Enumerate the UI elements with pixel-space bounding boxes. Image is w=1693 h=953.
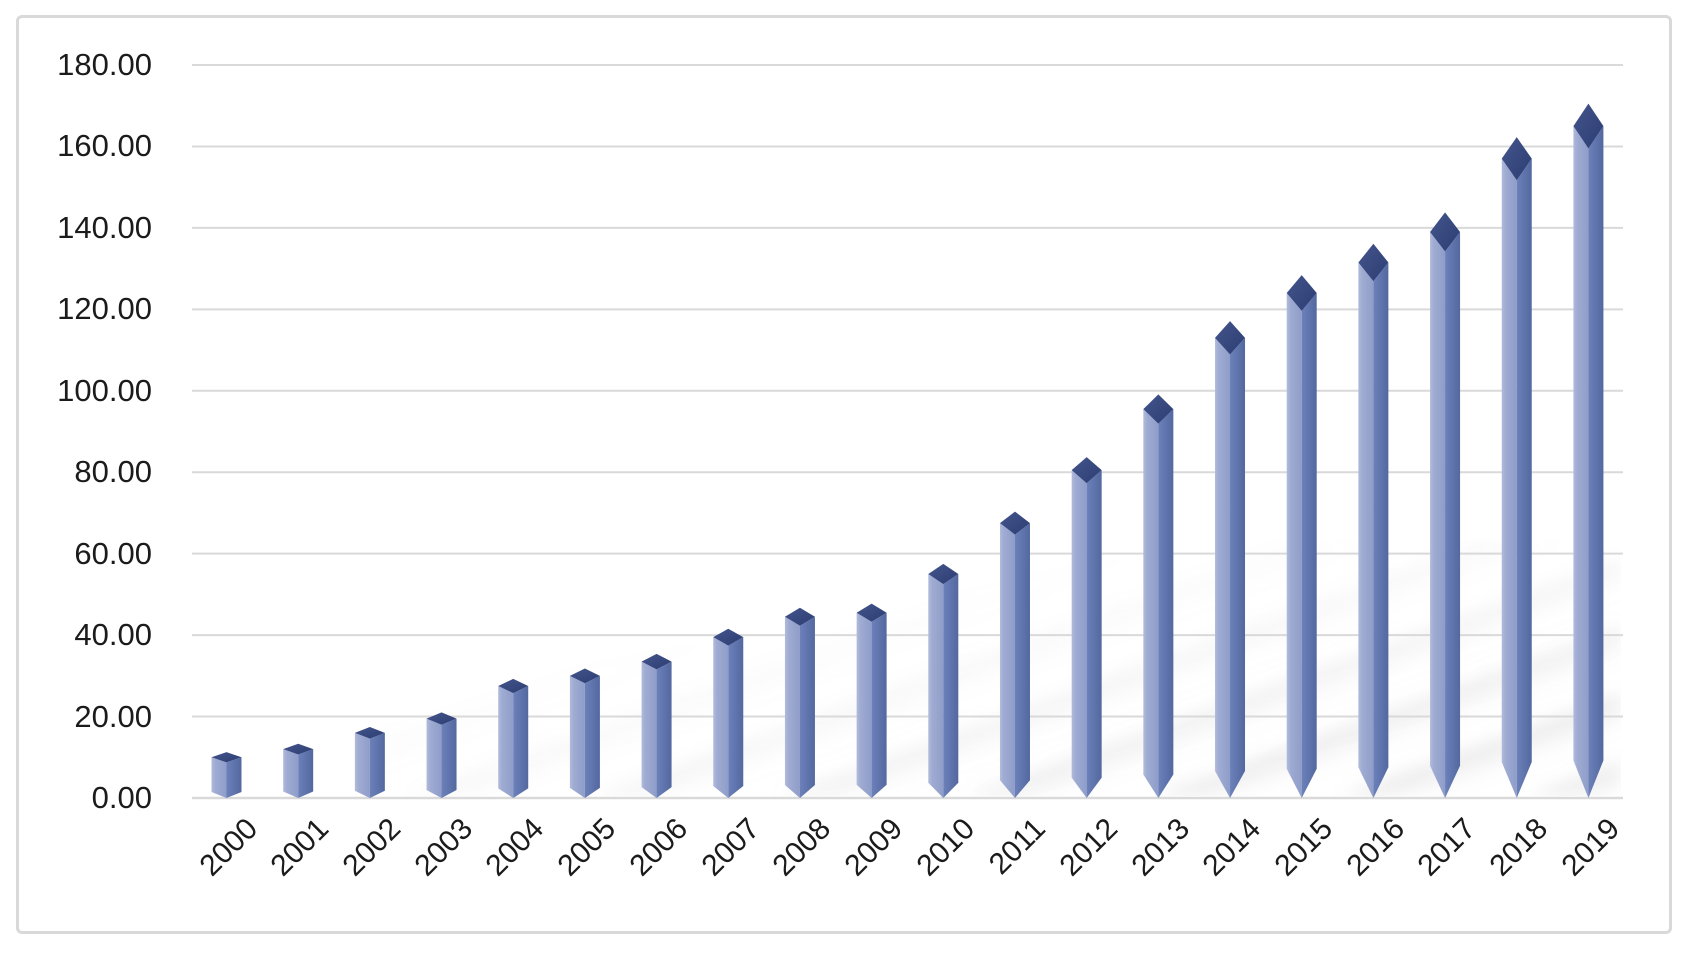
bar-cap-diamond <box>426 712 457 725</box>
y-tick-label: 140.00 <box>57 209 152 245</box>
bar-right-face <box>656 661 672 798</box>
bar-2015 <box>1286 275 1317 798</box>
bar-left-face <box>1215 337 1231 798</box>
bar-left-face <box>999 523 1015 798</box>
bar-cap-diamond <box>999 511 1030 535</box>
bar-left-face <box>1286 293 1302 798</box>
bar-cap-diamond <box>1501 137 1532 181</box>
bar-right-face <box>1445 231 1461 798</box>
bar-right-face <box>1086 470 1102 798</box>
bar-right-face <box>1516 158 1532 798</box>
y-tick-label: 20.00 <box>74 698 152 734</box>
y-tick-label: 180.00 <box>57 47 152 82</box>
bar-2004 <box>498 678 529 798</box>
bar-2000 <box>211 752 242 798</box>
bar-right-face <box>1301 293 1317 798</box>
bar-right-face <box>369 732 385 798</box>
bar-2017 <box>1430 212 1461 798</box>
bar-2019 <box>1573 103 1604 799</box>
bar-left-face <box>569 675 585 798</box>
bar-right-face <box>441 718 457 798</box>
bar-2010 <box>928 563 959 798</box>
bar-left-face <box>713 637 729 798</box>
bar-cap-diamond <box>928 563 959 585</box>
bar-2016 <box>1358 243 1389 798</box>
bar-right-face <box>513 686 529 798</box>
bar-right-face <box>1230 337 1246 798</box>
bar-cap-diamond <box>1286 275 1317 311</box>
bar-cap-diamond <box>1358 243 1389 282</box>
bar-2008 <box>784 607 815 798</box>
bar-cap-diamond <box>856 603 887 622</box>
bar-left-face <box>928 574 944 798</box>
bar-right-face <box>871 612 887 798</box>
bar-cap-diamond <box>713 628 744 646</box>
bar-cap-diamond <box>641 653 672 670</box>
bar-cap-diamond <box>498 678 529 694</box>
bar-right-face <box>943 574 959 798</box>
bar-left-face <box>426 718 442 798</box>
bar-2005 <box>569 668 600 798</box>
bar-cap-diamond <box>1143 394 1174 424</box>
gridlines <box>192 64 1623 800</box>
bar-right-face <box>1158 409 1174 798</box>
bar-right-face <box>1373 262 1389 798</box>
bar-left-face <box>1358 262 1374 798</box>
bars-group <box>211 103 1604 799</box>
y-tick-label: 40.00 <box>74 617 152 653</box>
bar-cap-diamond <box>1573 103 1604 149</box>
bar-right-face <box>728 637 744 798</box>
bar-2011 <box>999 511 1030 798</box>
bar-2002 <box>354 727 385 798</box>
bar-right-face <box>298 749 314 798</box>
bar-left-face <box>856 612 872 798</box>
bar-left-face <box>283 749 299 798</box>
bar-cap-diamond <box>354 727 385 739</box>
bar-cap-diamond <box>211 752 242 763</box>
bar-2013 <box>1143 394 1174 798</box>
y-tick-label: 120.00 <box>57 291 152 327</box>
bar-left-face <box>1430 231 1446 798</box>
bar-cap-diamond <box>1430 212 1461 252</box>
bar-cap-diamond <box>784 607 815 626</box>
bar-left-face <box>1143 409 1159 798</box>
bar-2001 <box>283 743 314 798</box>
bar-left-face <box>1501 158 1517 798</box>
bar-cap-diamond <box>283 743 314 755</box>
bar-right-face <box>226 757 242 798</box>
bar-left-face <box>1071 470 1087 798</box>
bar-cap-diamond <box>1071 457 1102 484</box>
bar-2014 <box>1215 321 1246 798</box>
bar-left-face <box>211 757 227 798</box>
bar-left-face <box>1573 126 1589 799</box>
bar-2009 <box>856 603 887 798</box>
bar-2006 <box>641 653 672 798</box>
y-tick-label: 60.00 <box>74 535 152 571</box>
bar-right-face <box>799 616 815 798</box>
bar-left-face <box>641 661 657 798</box>
bar-left-face <box>498 686 514 798</box>
bar-left-face <box>354 732 370 798</box>
bar-2018 <box>1501 137 1532 798</box>
bar-right-face <box>1588 126 1604 799</box>
y-tick-label: 100.00 <box>57 372 152 408</box>
bar-cap-diamond <box>1215 321 1246 355</box>
bar-2003 <box>426 712 457 798</box>
y-tick-label: 0.00 <box>91 780 152 815</box>
bar-cap-diamond <box>569 668 600 684</box>
bar-right-face <box>584 675 600 798</box>
bar-left-face <box>784 616 800 798</box>
bar-right-face <box>1014 523 1030 798</box>
y-tick-label: 80.00 <box>74 454 152 490</box>
bar-2007 <box>713 628 744 798</box>
bar-2012 <box>1071 457 1102 798</box>
y-tick-label: 160.00 <box>57 128 152 164</box>
